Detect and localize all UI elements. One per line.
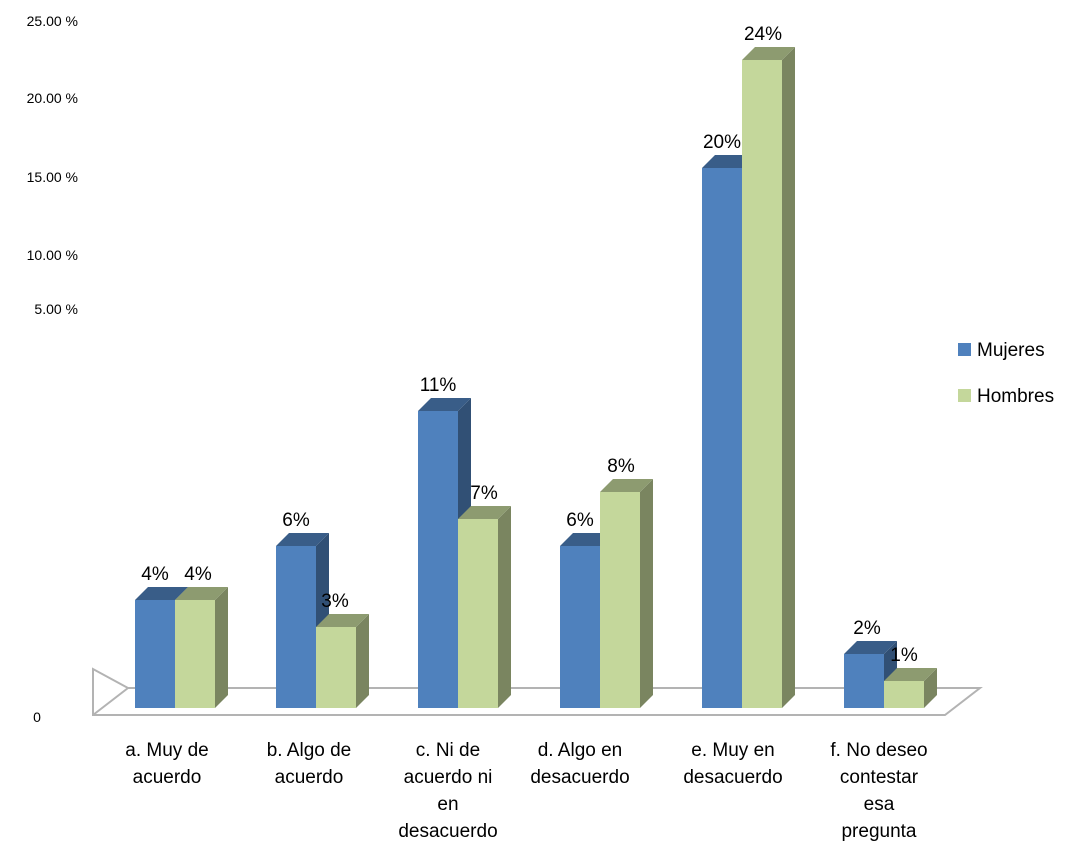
data-label: 24% <box>744 24 782 45</box>
legend-item-hombres[interactable]: Hombres <box>958 386 1054 407</box>
data-label: 2% <box>853 618 881 639</box>
bar-top <box>458 506 511 519</box>
legend-label: Hombres <box>977 386 1054 407</box>
data-label: 20% <box>703 132 741 153</box>
legend-label: Mujeres <box>977 340 1045 361</box>
bar-front <box>276 546 316 708</box>
data-label: 6% <box>566 510 594 531</box>
category-label: c. Ni de acuerdo ni en desacuerdo <box>398 740 497 842</box>
bar-front <box>175 600 215 708</box>
bar-hombres <box>175 587 228 708</box>
bar-top <box>702 155 755 168</box>
y-tick-label: 5.00 % <box>34 301 78 317</box>
y-tick-label: 20.00 % <box>27 90 78 106</box>
data-label: 11% <box>420 375 457 396</box>
data-label: 6% <box>282 510 310 531</box>
y-tick-label: 10.00 % <box>27 247 78 263</box>
legend-item-mujeres[interactable]: Mujeres <box>958 340 1045 361</box>
legend-swatch <box>958 343 971 356</box>
bar-side <box>782 47 795 708</box>
data-label: 7% <box>470 483 498 504</box>
bar-top <box>742 47 795 60</box>
data-label: 3% <box>321 591 349 612</box>
data-label: 1% <box>890 645 918 666</box>
bar-top <box>316 614 369 627</box>
bar-top <box>276 533 329 546</box>
bar-mujeres <box>418 398 471 708</box>
bar-mujeres <box>276 533 329 708</box>
bar-side <box>498 506 511 708</box>
bar-side <box>640 479 653 708</box>
category-label: d. Algo en desacuerdo <box>530 740 629 788</box>
bar-top <box>560 533 613 546</box>
bar-front <box>458 519 498 708</box>
y-tick-label: 25.00 % <box>27 13 78 29</box>
data-label: 4% <box>141 564 169 585</box>
bar-top <box>175 587 228 600</box>
y-axis: 0 5.00 % 10.00 % 15.00 % 20.00 % 25.00 % <box>27 13 78 725</box>
data-label: 4% <box>184 564 212 585</box>
bar-side <box>356 614 369 708</box>
bar-hombres <box>742 47 795 708</box>
legend[interactable]: Mujeres Hombres <box>958 340 1054 407</box>
bar-front <box>560 546 600 708</box>
bar-front <box>844 654 884 708</box>
bar-side <box>924 668 937 708</box>
bar-top <box>884 668 937 681</box>
category-label: a. Muy de acuerdo <box>125 740 208 788</box>
category-label: b. Algo de acuerdo <box>267 740 352 788</box>
bar-hombres <box>884 668 937 708</box>
bar-hombres <box>600 479 653 708</box>
bar-top <box>418 398 471 411</box>
floor-edge <box>92 687 129 716</box>
bar-top <box>844 641 897 654</box>
bar-front <box>316 627 356 708</box>
category-label: e. Muy en desacuerdo <box>683 740 782 788</box>
bar-hombres <box>316 614 369 708</box>
bar-hombres <box>458 506 511 708</box>
bars <box>135 47 937 708</box>
bar-top <box>135 587 188 600</box>
bar-front <box>884 681 924 708</box>
bar-front <box>742 60 782 708</box>
category-label: f. No deseo contestar esa pregunta <box>830 740 927 842</box>
y-tick-label: 0 <box>33 709 41 725</box>
data-label: 8% <box>607 456 635 477</box>
bar-front <box>600 492 640 708</box>
y-tick-label: 15.00 % <box>27 169 78 185</box>
bar-front <box>135 600 175 708</box>
legend-swatch <box>958 389 971 402</box>
bar-side <box>215 587 228 708</box>
bar-front <box>418 411 458 708</box>
bar-top <box>600 479 653 492</box>
category-labels: a. Muy de acuerdo b. Algo de acuerdo c. Ni d… <box>125 740 927 842</box>
data-labels: 4% 6% 11% 6% 20% 2% 4% 3% 7% 8% 24% 1% <box>141 24 918 666</box>
bar-front <box>702 168 742 708</box>
